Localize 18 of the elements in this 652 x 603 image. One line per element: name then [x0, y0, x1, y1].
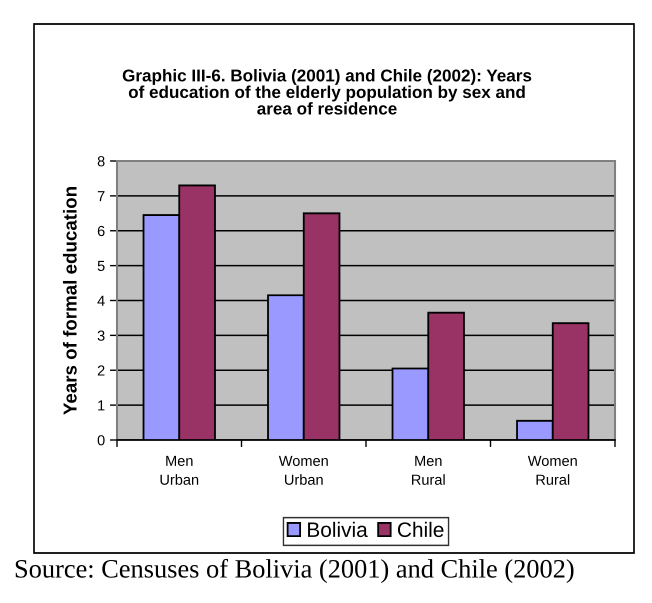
y-tick-label: 4 [97, 296, 105, 306]
y-tick-label: 3 [98, 330, 105, 341]
chart-title: Graphic III-6. Bolivia (2001) and Chile (2002): Years of education of the elderly population by sex and area of residence [122, 69, 532, 115]
y-tick-label: 0 [98, 435, 105, 446]
x-tick-label: Men Rural [412, 456, 445, 485]
y-tick-label: 7 [98, 191, 104, 202]
legend-label: Bolivia [308, 522, 368, 538]
y-tick-label: 5 [98, 260, 105, 272]
y-tick-label: 2 [98, 365, 104, 376]
x-tick-label: Women Urban [278, 456, 328, 485]
legend-label: Chile [398, 522, 444, 538]
x-tick-label: Women Rural [528, 456, 577, 485]
source-note: Source: Censuses of Bolivia (2001) and Chile (2002) [16, 558, 574, 584]
y-tick-label: 6 [98, 226, 105, 236]
y-tick-label: 1 [98, 400, 104, 410]
y-tick-label: 8 [98, 156, 105, 166]
y-axis-title: Years of formal education [62, 187, 77, 415]
x-tick-label: Men Urban [160, 456, 198, 485]
